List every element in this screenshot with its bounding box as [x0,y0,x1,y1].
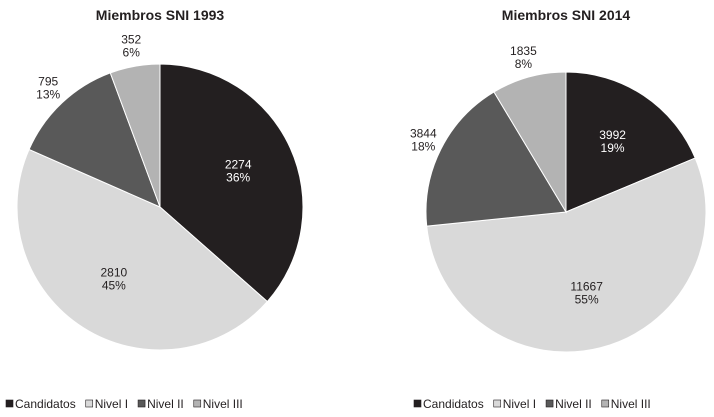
slice-value-label: 3844 [410,127,437,141]
legend-swatch [545,399,554,408]
slice-percent-label: 19% [601,141,625,155]
legend-label: Nivel II [147,397,184,411]
slice-percent-label: 18% [411,140,435,154]
pie-slice [493,71,567,214]
slice-value-label: 11667 [570,279,603,293]
legend-label: Candidatos [423,397,484,411]
slice-percent-label: 8% [515,57,533,71]
pie-slice [159,63,304,303]
chart-title: Miembros SNI 1993 [96,7,225,23]
legend-label: Nivel III [611,397,651,411]
pie-slice [16,148,269,351]
slice-value-label: 352 [121,33,141,47]
slice-percent-label: 6% [123,46,141,60]
pie-slice [28,72,161,208]
legend-swatch [85,399,94,408]
legend-swatch [493,399,502,408]
legend-label: Nivel III [203,397,243,411]
pie-slice [565,71,696,213]
legend-swatch [601,399,610,408]
legend-swatch [5,399,14,408]
slice-value-label: 2274 [225,158,252,172]
pie-slice [426,157,707,353]
legend-swatch [413,399,422,408]
legend-label: Candidatos [15,397,76,411]
legend-label: Nivel I [95,397,128,411]
slice-value-label: 3992 [599,128,626,142]
slice-percent-label: 13% [36,87,60,101]
slice-percent-label: 36% [226,171,250,185]
pie-slice [109,63,161,208]
slice-percent-label: 45% [102,278,126,292]
legend-label: Nivel II [555,397,592,411]
chart-title: Miembros SNI 2014 [502,7,631,23]
slice-value-label: 2810 [100,265,127,279]
legend-swatch [193,399,202,408]
slice-percent-label: 55% [575,292,599,306]
legend-swatch [137,399,146,408]
slice-value-label: 795 [38,74,58,88]
legend-label: Nivel I [503,397,536,411]
pie-slice [425,91,567,227]
slice-value-label: 1835 [510,44,537,58]
